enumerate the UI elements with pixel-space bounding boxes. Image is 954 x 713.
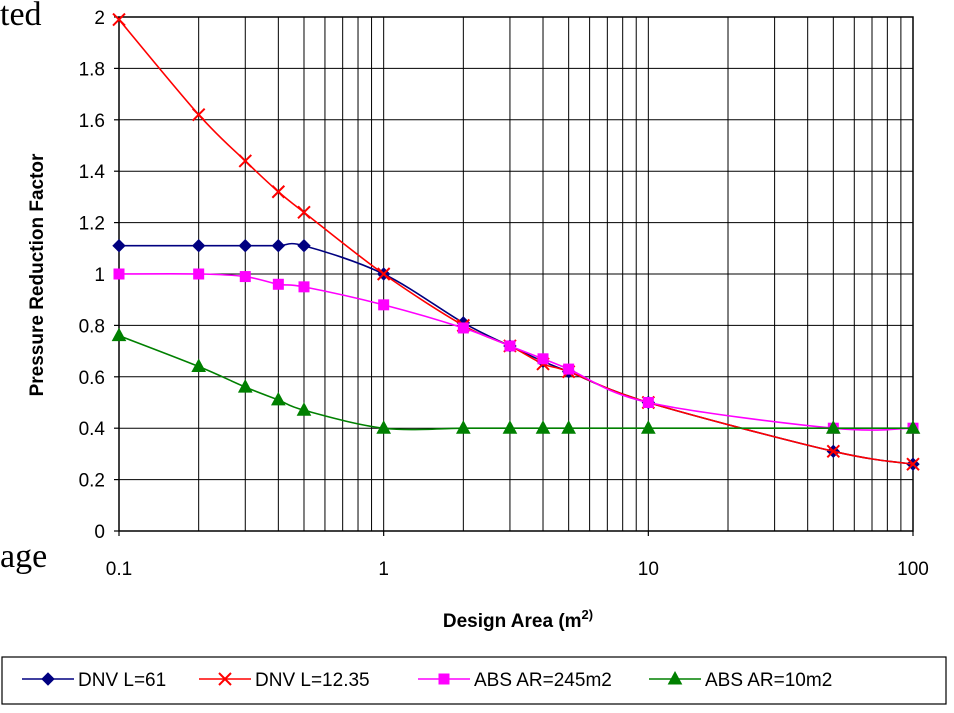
data-point bbox=[826, 444, 841, 459]
y-tick-label: 1.2 bbox=[79, 214, 105, 235]
data-point bbox=[561, 420, 577, 434]
data-point bbox=[191, 358, 207, 373]
data-point bbox=[455, 420, 471, 434]
y-tick-label: 0.6 bbox=[79, 368, 105, 389]
x-tick-label: 0.1 bbox=[106, 559, 132, 580]
legend-item: ABS AR=10m2 bbox=[649, 670, 832, 691]
data-point bbox=[297, 205, 311, 220]
data-point bbox=[112, 12, 126, 27]
data-point bbox=[272, 278, 284, 290]
x-axis-title: Design Area (m2) bbox=[443, 607, 593, 632]
x-axis-title-main: Design Area (m bbox=[443, 611, 582, 632]
data-point bbox=[191, 107, 206, 122]
y-tick-label: 0 bbox=[94, 522, 105, 543]
data-point bbox=[296, 402, 312, 416]
data-point bbox=[191, 239, 206, 253]
data-point bbox=[563, 363, 575, 375]
y-tick-label: 2 bbox=[94, 8, 105, 29]
legend-label: DNV L=12.35 bbox=[255, 670, 370, 691]
legend-marker bbox=[667, 670, 683, 685]
data-point bbox=[112, 239, 126, 253]
data-point bbox=[535, 420, 551, 434]
legend-label: DNV L=61 bbox=[78, 670, 166, 691]
legend-marker bbox=[218, 672, 232, 686]
tick-labels: 0 0.2 0.4 0.6 0.8 1 1.2 1.4 1.6 1.8 2 0.1 1 10 100 bbox=[79, 8, 929, 580]
data-point bbox=[271, 391, 286, 406]
data-point bbox=[825, 420, 841, 434]
data-point bbox=[238, 154, 252, 168]
data-point bbox=[298, 281, 310, 293]
data-point bbox=[271, 185, 286, 199]
background-text-top: ted bbox=[0, 0, 42, 33]
data-point bbox=[238, 239, 252, 253]
data-point bbox=[504, 340, 516, 352]
series-layer bbox=[111, 12, 921, 471]
data-point bbox=[111, 327, 127, 342]
y-tick-label: 1.6 bbox=[79, 111, 105, 132]
y-tick-label: 1.8 bbox=[79, 59, 105, 80]
data-point bbox=[376, 267, 391, 281]
background-text-bottom: age bbox=[0, 538, 48, 575]
legend-marker bbox=[41, 672, 55, 686]
legend-label: ABS AR=245m2 bbox=[474, 670, 612, 691]
series-4 bbox=[111, 327, 921, 434]
legend-item: DNV L=61 bbox=[22, 670, 166, 691]
data-point bbox=[905, 420, 921, 434]
x-tick-label: 100 bbox=[897, 559, 929, 580]
data-point bbox=[271, 239, 286, 253]
legend-item: ABS AR=245m2 bbox=[418, 670, 612, 691]
data-point bbox=[113, 268, 125, 280]
y-tick-label: 0.8 bbox=[79, 316, 105, 337]
data-point bbox=[297, 239, 311, 253]
x-axis-title-superscript: 2) bbox=[582, 607, 594, 622]
x-tick-label: 10 bbox=[638, 559, 659, 580]
data-point bbox=[537, 353, 549, 365]
y-tick-label: 0.2 bbox=[79, 471, 105, 492]
legend-label: ABS AR=10m2 bbox=[705, 670, 832, 691]
y-tick-label: 0.4 bbox=[79, 419, 106, 440]
data-point bbox=[376, 420, 392, 434]
data-point bbox=[457, 322, 469, 334]
data-point bbox=[642, 397, 654, 408]
legend-box bbox=[1, 656, 947, 705]
data-point bbox=[237, 379, 253, 393]
y-axis-title: Pressure Reduction Factor bbox=[27, 153, 48, 396]
data-point bbox=[640, 420, 656, 434]
data-point bbox=[239, 271, 251, 283]
data-point bbox=[502, 420, 518, 434]
data-point bbox=[378, 299, 390, 311]
y-tick-label: 1.4 bbox=[79, 162, 106, 183]
data-point bbox=[906, 457, 920, 471]
legend-marker bbox=[438, 673, 450, 685]
legend-item: DNV L=12.35 bbox=[199, 670, 370, 691]
grid bbox=[119, 17, 913, 531]
legend: DNV L=61 DNV L=12.35 ABS AR=245m2 ABS AR=10… bbox=[1, 656, 947, 705]
data-point bbox=[193, 268, 205, 280]
x-tick-label: 1 bbox=[378, 559, 389, 580]
y-tick-label: 1 bbox=[94, 265, 105, 286]
